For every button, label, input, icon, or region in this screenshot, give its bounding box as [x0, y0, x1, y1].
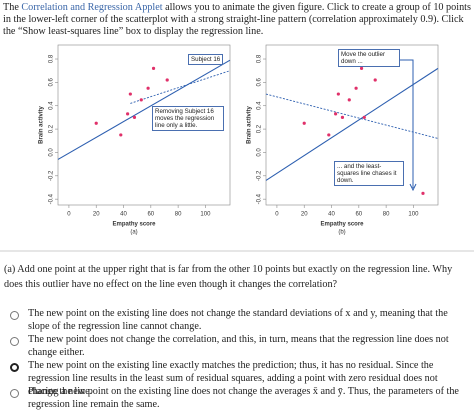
radio[interactable] [10, 311, 19, 320]
y-tick-label: 0.6 [49, 78, 55, 87]
y-tick-label: 0.0 [257, 148, 263, 157]
x-tick-label: 0 [67, 212, 71, 218]
data-point [340, 115, 345, 120]
x-axis-label: Empathy score [112, 222, 156, 228]
figure: 0 20 40 60 80 100 -0.4 -0.2 0.0 0.2 0.4 0.6 0.8 Empat… [0, 44, 474, 252]
regression-line [57, 59, 231, 160]
intro-text: The [3, 2, 22, 13]
x-tick-label: 0 [275, 212, 279, 218]
data-point [359, 66, 364, 70]
regression-line [265, 67, 439, 181]
plot-frame [265, 44, 439, 206]
data-point [139, 98, 143, 102]
annotation: Move the outlier down ... [338, 49, 400, 67]
data-point [151, 66, 156, 70]
applet-link[interactable]: Correlation and Regression Applet [21, 2, 163, 13]
x-tick-label: 40 [120, 212, 127, 218]
regression-line [130, 70, 231, 104]
arrow [395, 59, 417, 192]
data-point [146, 86, 150, 90]
question: (a) Add one point at the upper right tha… [4, 264, 453, 290]
y-tick-label: 0.4 [257, 101, 263, 110]
data-point [327, 133, 331, 137]
data-point [94, 121, 98, 125]
data-point [165, 78, 169, 82]
data-point [362, 115, 366, 120]
y-tick-label: 0.2 [49, 124, 55, 133]
annotation: Removing Subject 16 moves the regression… [152, 106, 224, 131]
data-point [302, 121, 306, 125]
intro-text: allows you to animate the given figure. … [3, 2, 471, 37]
option[interactable]: The new point on the existing line does … [28, 308, 448, 332]
x-tick-label: 60 [147, 212, 154, 218]
x-tick-label: 20 [301, 212, 308, 218]
annotation: Subject 16 [188, 54, 224, 65]
y-axis-label: Brain activity [247, 105, 253, 143]
x-tick-label: 80 [175, 212, 182, 218]
x-axis-label: Empathy score [320, 222, 364, 228]
x-tick-label: 40 [328, 212, 335, 218]
data-point [347, 98, 351, 102]
radio[interactable] [10, 389, 19, 398]
data-point [336, 92, 340, 96]
caption: (a) [130, 230, 137, 236]
x-tick-label: 80 [383, 212, 390, 218]
y-tick-label: -0.4 [49, 193, 55, 204]
x-tick-label: 20 [93, 212, 100, 218]
radio[interactable] [10, 337, 19, 346]
data-point [128, 92, 132, 96]
data-point [354, 86, 358, 90]
y-tick-label: 0.2 [257, 124, 263, 133]
y-axis-label: Brain activity [39, 105, 45, 143]
radio-selected[interactable] [10, 363, 19, 372]
data-point [126, 112, 130, 116]
option[interactable]: The new point on the existing line exact… [28, 360, 438, 397]
y-tick-label: 0.4 [49, 101, 55, 110]
y-tick-label: -0.2 [257, 170, 263, 181]
intro: The Correlation and Regression Applet al… [3, 2, 471, 38]
annotation: ... and the least-squares line chases it… [334, 161, 404, 186]
data-point [132, 115, 137, 120]
caption: (b) [338, 230, 345, 236]
plot-frame [57, 44, 231, 206]
y-tick-label: 0.8 [49, 54, 55, 63]
data-point [119, 133, 123, 137]
y-tick-label: 0.0 [49, 148, 55, 157]
x-tick-label: 100 [408, 212, 419, 218]
y-tick-label: 0.6 [257, 78, 263, 87]
x-tick-label: 60 [355, 212, 362, 218]
regression-line [265, 93, 439, 139]
y-tick-label: 0.8 [257, 54, 263, 63]
data-point [334, 112, 338, 116]
option[interactable]: The new point does not change the correl… [28, 334, 449, 358]
data-point [421, 191, 425, 195]
option[interactable]: Placing a new point on the existing line… [28, 386, 459, 410]
y-tick-label: -0.2 [49, 170, 55, 181]
x-tick-label: 100 [200, 212, 211, 218]
data-point [373, 78, 377, 82]
y-tick-label: -0.4 [257, 193, 263, 204]
